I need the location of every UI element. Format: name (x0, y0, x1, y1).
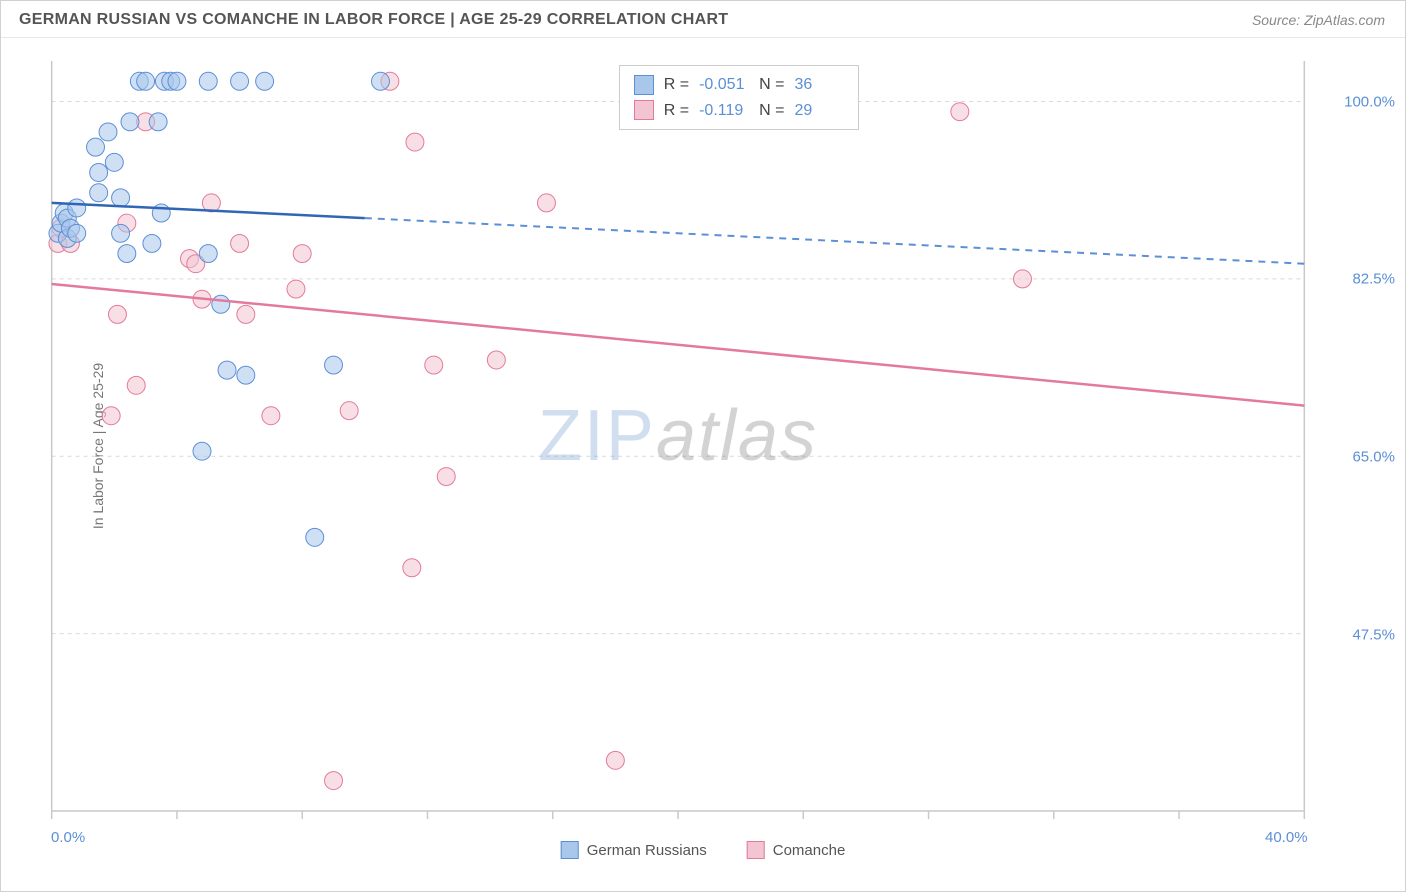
stats-r-label-1: R = (664, 72, 689, 98)
plot-area: ZIPatlas (51, 61, 1305, 811)
y-tick-label: 100.0% (1344, 93, 1395, 110)
legend-item-series-1: German Russians (561, 841, 707, 859)
y-tick-labels: 47.5% 65.0% 82.5% 100.0% (1315, 61, 1395, 811)
legend-swatch-2 (747, 841, 765, 859)
chart-container: GERMAN RUSSIAN VS COMANCHE IN LABOR FORC… (0, 0, 1406, 892)
chart-title: GERMAN RUSSIAN VS COMANCHE IN LABOR FORC… (19, 11, 728, 29)
stats-row-1: R = -0.051 N = 36 (634, 72, 845, 98)
legend-label-2: Comanche (773, 842, 846, 859)
stats-n-value-2: 29 (794, 98, 844, 124)
x-tick-label: 40.0% (1265, 829, 1308, 846)
y-tick-label: 65.0% (1352, 449, 1395, 466)
y-tick-label: 82.5% (1352, 271, 1395, 288)
x-tick-label: 0.0% (51, 829, 85, 846)
y-tick-label: 47.5% (1352, 627, 1395, 644)
bottom-legend: German Russians Comanche (561, 841, 846, 859)
chart-source: Source: ZipAtlas.com (1252, 12, 1385, 28)
stats-swatch-1 (634, 75, 654, 95)
legend-label-1: German Russians (587, 842, 707, 859)
stats-n-label-2: N = (759, 98, 784, 124)
stats-r-value-1: -0.051 (699, 72, 749, 98)
chart-header: GERMAN RUSSIAN VS COMANCHE IN LABOR FORC… (1, 1, 1405, 38)
scatter-plot-svg (51, 61, 1305, 811)
stats-r-label-2: R = (664, 98, 689, 124)
stats-swatch-2 (634, 100, 654, 120)
stats-n-value-1: 36 (794, 72, 844, 98)
stats-r-value-2: -0.119 (699, 98, 749, 124)
stats-row-2: R = -0.119 N = 29 (634, 98, 845, 124)
stats-legend: R = -0.051 N = 36 R = -0.119 N = 29 (619, 65, 860, 130)
legend-item-series-2: Comanche (747, 841, 846, 859)
stats-n-label-1: N = (759, 72, 784, 98)
legend-swatch-1 (561, 841, 579, 859)
